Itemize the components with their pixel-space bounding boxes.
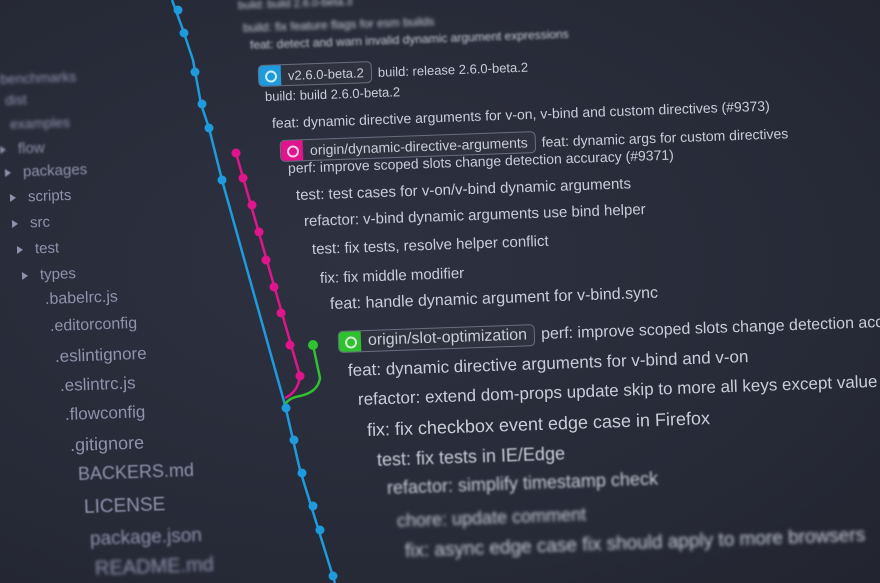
commit-dot <box>173 5 183 15</box>
commit-dot <box>315 525 325 535</box>
ref-label: origin/slot-optimization <box>367 326 528 349</box>
commit-dot <box>289 435 299 445</box>
commit-dot <box>197 99 207 109</box>
commit-dot <box>308 501 318 511</box>
ref-badge[interactable]: v2.6.0-beta.2 <box>257 60 373 87</box>
commit-dot <box>179 28 189 38</box>
commit-dot <box>238 173 248 183</box>
commit-dot <box>328 571 338 581</box>
commit-dot <box>254 227 264 237</box>
commit-dot <box>269 282 279 292</box>
commit-dot <box>285 340 295 350</box>
commit-dot <box>295 371 305 381</box>
dynamic-branch-line <box>234 152 302 400</box>
branch-icon <box>280 140 304 161</box>
commit-dot <box>204 123 214 133</box>
commit-dot <box>217 175 227 185</box>
commit-dot <box>190 67 200 77</box>
commit-dot <box>308 340 318 350</box>
commit-dot <box>297 468 307 478</box>
ref-label: v2.6.0-beta.2 <box>287 64 365 82</box>
slot-branch-line <box>283 344 322 406</box>
commit-dot <box>281 403 291 413</box>
commit-dot <box>276 308 286 318</box>
branch-icon <box>338 331 362 352</box>
commit-dot <box>247 200 257 210</box>
tag-icon <box>258 64 282 86</box>
commit-dot <box>261 255 271 265</box>
commit-dot <box>231 148 241 158</box>
commit-message: build: release 2.6.0-beta.2 <box>377 58 529 79</box>
